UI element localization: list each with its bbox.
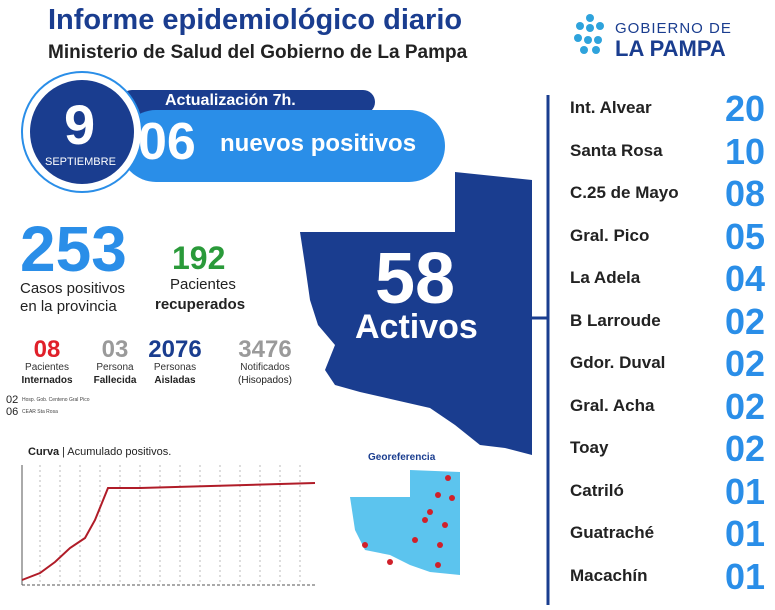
active-number: 58	[375, 239, 456, 319]
logo-mark	[574, 14, 604, 54]
stat-line2: Fallecida	[93, 375, 137, 386]
locality-name: Gral. Acha	[570, 395, 655, 415]
stat-number: 2076	[148, 336, 202, 363]
curve-subtitle: | Acumulado positivos.	[62, 446, 172, 458]
locality-name: Gral. Pico	[570, 225, 650, 245]
locality-count: 10	[724, 130, 765, 172]
georef-title: Georeferencia	[368, 452, 436, 463]
curve-title: Curva	[28, 446, 60, 458]
locality-count: 01	[724, 513, 765, 554]
stat-number: 3476	[238, 336, 292, 363]
recovered-line2: recuperados	[155, 296, 246, 313]
locality-name: Macachín	[570, 565, 648, 585]
subtitle: Ministerio de Salud del Gobierno de La P…	[48, 42, 468, 63]
locality-count: 02	[724, 300, 765, 342]
locality-count: 08	[724, 173, 765, 214]
locality-name: Gdor. Duval	[570, 353, 666, 372]
hospital-label: Hosp. Gob. Centeno Gral Pico	[22, 397, 90, 403]
title: Informe epidemiológico diario	[48, 4, 463, 36]
locality-name: C.25 de Mayo	[570, 183, 679, 202]
total-number: 253	[20, 213, 127, 285]
new-positives-label: nuevos positivos	[220, 130, 417, 157]
locality-count: 20	[724, 88, 765, 129]
logo-line2: LA PAMPA	[615, 36, 726, 61]
stat-line1: Personas	[153, 362, 197, 373]
locality-count: 02	[724, 385, 765, 427]
stat-line2: (Hisopados)	[238, 375, 292, 386]
locality-count: 04	[724, 258, 765, 299]
hospital-number: 06	[6, 406, 19, 418]
locality-count: 02	[724, 428, 765, 469]
stat-line1: Notificados	[240, 362, 290, 373]
date-day: 9	[64, 93, 96, 156]
recovered-line1: Pacientes	[170, 276, 236, 293]
locality-name: Santa Rosa	[570, 140, 663, 160]
locality-name: Int. Alvear	[570, 98, 652, 117]
stat-line1: Pacientes	[25, 362, 69, 373]
locality-name: Catriló	[570, 480, 624, 500]
locality-name: B Larroude	[570, 310, 661, 330]
locality-count: 02	[724, 343, 765, 384]
stat-number: 03	[101, 336, 129, 363]
locality-count: 05	[724, 215, 765, 257]
stat-number: 08	[33, 336, 61, 363]
total-line1: Casos positivos	[20, 280, 126, 297]
locality-name: Guatraché	[570, 523, 655, 542]
total-line2: en la provincia	[20, 298, 117, 315]
update: Actualización 7h.	[165, 92, 296, 109]
stat-line1: Persona	[96, 362, 134, 373]
hospital-label: CEAR Sta Rosa	[22, 409, 58, 415]
recovered-number: 192	[172, 240, 226, 276]
new-positives-number: 06	[138, 113, 196, 171]
date-month: SEPTIEMBRE	[45, 156, 116, 168]
active-label: Activos	[355, 308, 478, 346]
locality-name: Toay	[570, 438, 609, 457]
locality-name: La Adela	[570, 268, 641, 287]
stat-line2: Aisladas	[154, 375, 196, 386]
stat-line2: Internados	[21, 375, 73, 386]
hospital-number: 02	[6, 394, 19, 406]
logo-line1: GOBIERNO DE	[615, 20, 732, 37]
locality-count: 01	[724, 470, 765, 512]
locality-count: 01	[724, 555, 765, 597]
